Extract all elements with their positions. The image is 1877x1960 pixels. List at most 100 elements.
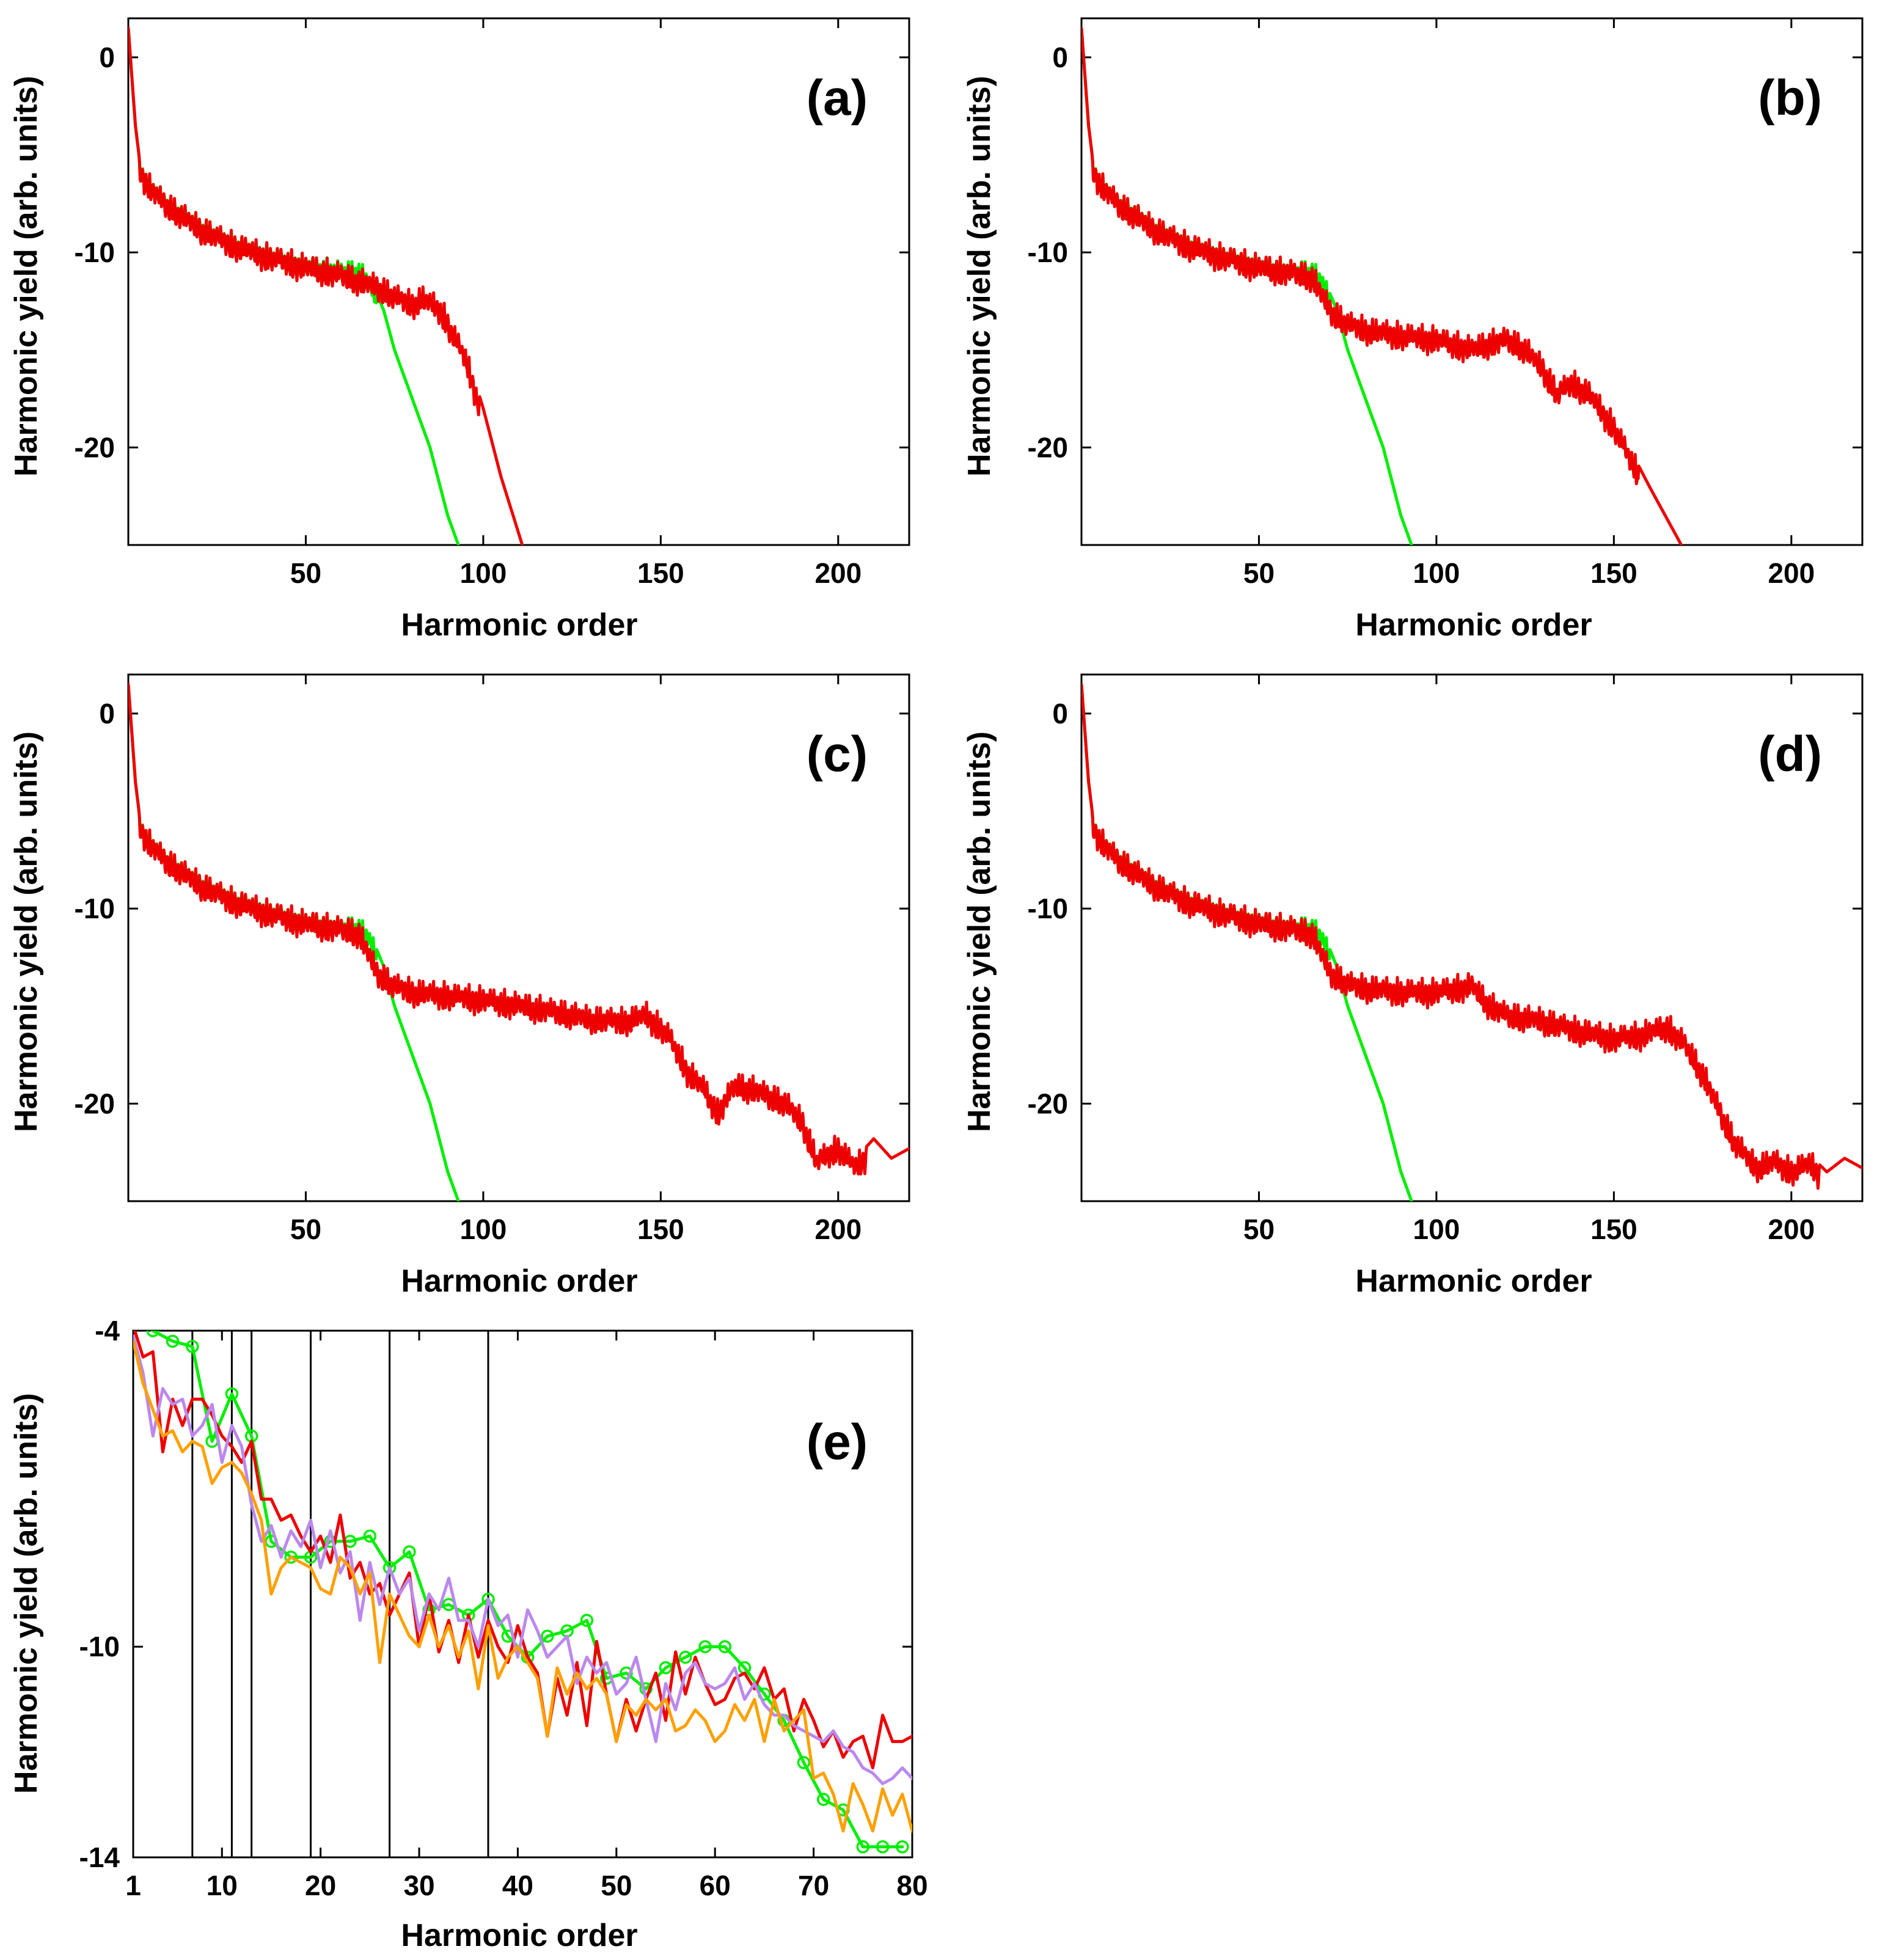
panel-e: Harmonic yield (arb. units) Harmonic ord…	[9, 1315, 928, 1953]
plot-frame-d	[1080, 673, 1864, 1202]
data-point-marker-e	[541, 1629, 554, 1643]
series-line-purple-e	[133, 1334, 912, 1785]
data-point-marker-e	[896, 1840, 909, 1854]
plot-frame-c	[127, 673, 910, 1202]
x-tick-label-c: 150	[637, 1213, 684, 1245]
y-tick-label-e: -10	[79, 1631, 120, 1662]
x-tick-label-a: 100	[460, 557, 507, 589]
data-point-marker-e	[284, 1550, 298, 1564]
panel-label-c: (c)	[807, 726, 868, 782]
panel-label-b: (b)	[1758, 70, 1822, 126]
x-tick-label-d: 200	[1768, 1213, 1815, 1245]
y-tick-label-e: -4	[95, 1315, 120, 1347]
y-tick-label-c: -10	[75, 893, 115, 924]
y-tick-label-a: -10	[75, 236, 115, 268]
y-tick-label-c: -20	[75, 1088, 115, 1119]
data-point-marker-e	[797, 1756, 811, 1769]
y-tick-label-d: -20	[1028, 1088, 1068, 1119]
panel-c: Harmonic yield (arb. units) Harmonic ord…	[9, 673, 910, 1299]
plot-frame-e	[132, 1329, 913, 1859]
x-tick-label-a: 50	[290, 557, 321, 589]
x-tick-label-b: 150	[1590, 557, 1637, 589]
panel-label-e: (e)	[807, 1414, 868, 1470]
xlabel-e: Harmonic order	[401, 1918, 637, 1953]
data-point-marker-e	[659, 1661, 673, 1675]
x-tick-label-c: 50	[290, 1213, 321, 1245]
xlabel-b: Harmonic order	[1355, 607, 1592, 643]
xlabel-d: Harmonic order	[1355, 1263, 1592, 1299]
series-line-orange-e	[133, 1339, 912, 1833]
data-point-marker-e	[403, 1545, 416, 1559]
plot-frame-a	[127, 17, 910, 546]
x-tick-label-c: 100	[460, 1213, 507, 1245]
plot-area-d	[1081, 682, 1862, 1201]
x-tick-label-d: 150	[1590, 1213, 1637, 1245]
ylabel-a: Harmonic yield (arb. units)	[9, 76, 44, 477]
y-tick-label-a: 0	[99, 42, 115, 73]
xlabel-c: Harmonic order	[401, 1263, 637, 1299]
x-tick-label-b: 50	[1243, 557, 1275, 589]
data-point-marker-e	[225, 1387, 239, 1401]
x-tick-label-c: 200	[814, 1213, 862, 1245]
data-point-marker-e	[698, 1640, 712, 1653]
x-tick-label-b: 200	[1768, 557, 1815, 589]
y-tick-label-d: -10	[1028, 893, 1068, 924]
x-tick-label-e: 10	[207, 1870, 238, 1901]
ylabel-e: Harmonic yield (arb. units)	[9, 1393, 44, 1794]
x-tick-label-e: 80	[896, 1870, 928, 1901]
series-line-reference-a	[128, 26, 460, 545]
ylabel-d: Harmonic yield (arb. units)	[962, 731, 997, 1132]
panel-a: Harmonic yield (arb. units) Harmonic ord…	[9, 17, 910, 643]
y-tick-label-d: 0	[1052, 698, 1068, 730]
x-tick-label-e: 50	[601, 1870, 632, 1901]
x-tick-label-b: 100	[1413, 557, 1460, 589]
data-point-marker-e	[816, 1793, 830, 1806]
plot-area-c	[128, 682, 909, 1201]
y-tick-label-b: -20	[1028, 431, 1068, 463]
data-point-marker-e	[876, 1840, 890, 1854]
data-point-marker-e	[363, 1529, 377, 1543]
panel-b: Harmonic yield (arb. units) Harmonic ord…	[962, 17, 1864, 643]
series-line-red-c	[128, 682, 909, 1176]
y-tick-label-b: -10	[1028, 236, 1068, 268]
data-point-marker-e	[580, 1614, 594, 1627]
plot-area-a	[128, 26, 524, 545]
x-tick-label-a: 150	[637, 557, 684, 589]
plot-area-e	[128, 1315, 912, 1854]
x-tick-label-e: 30	[403, 1870, 434, 1901]
series-line-reference-b	[1081, 26, 1413, 545]
panel-label-a: (a)	[807, 70, 868, 126]
data-point-marker-e	[128, 1315, 139, 1326]
panel-label-d: (d)	[1758, 726, 1822, 782]
plot-area-b	[1081, 26, 1683, 545]
y-tick-label-e: -14	[79, 1841, 120, 1873]
series-line-red-a	[128, 26, 524, 545]
ylabel-b: Harmonic yield (arb. units)	[962, 76, 997, 477]
series-line-green-markers-e	[149, 1331, 904, 1849]
y-tick-label-a: -20	[75, 431, 115, 463]
data-point-marker-e	[186, 1340, 199, 1353]
x-tick-label-e: 1	[125, 1870, 141, 1901]
series-line-red-d	[1081, 682, 1862, 1190]
series-line-reference-d	[1081, 682, 1413, 1201]
x-tick-label-d: 100	[1413, 1213, 1460, 1245]
x-tick-label-e: 40	[502, 1870, 533, 1901]
data-point-marker-e	[146, 1331, 160, 1337]
series-line-reference-c	[128, 682, 460, 1201]
x-tick-label-e: 60	[700, 1870, 731, 1901]
ylabel-c: Harmonic yield (arb. units)	[9, 731, 44, 1132]
x-tick-label-e: 70	[798, 1870, 829, 1901]
xlabel-a: Harmonic order	[401, 607, 637, 643]
x-tick-label-d: 50	[1243, 1213, 1275, 1245]
x-tick-label-a: 200	[814, 557, 862, 589]
y-tick-label-c: 0	[99, 698, 115, 730]
panel-d: Harmonic yield (arb. units) Harmonic ord…	[962, 673, 1864, 1299]
data-point-marker-e	[679, 1650, 692, 1664]
data-point-marker-e	[166, 1334, 180, 1348]
y-tick-label-b: 0	[1052, 42, 1068, 73]
x-tick-label-e: 20	[305, 1870, 336, 1901]
data-point-marker-e	[718, 1640, 732, 1653]
data-point-marker-e	[856, 1840, 870, 1854]
series-line-red-e	[133, 1331, 912, 1769]
